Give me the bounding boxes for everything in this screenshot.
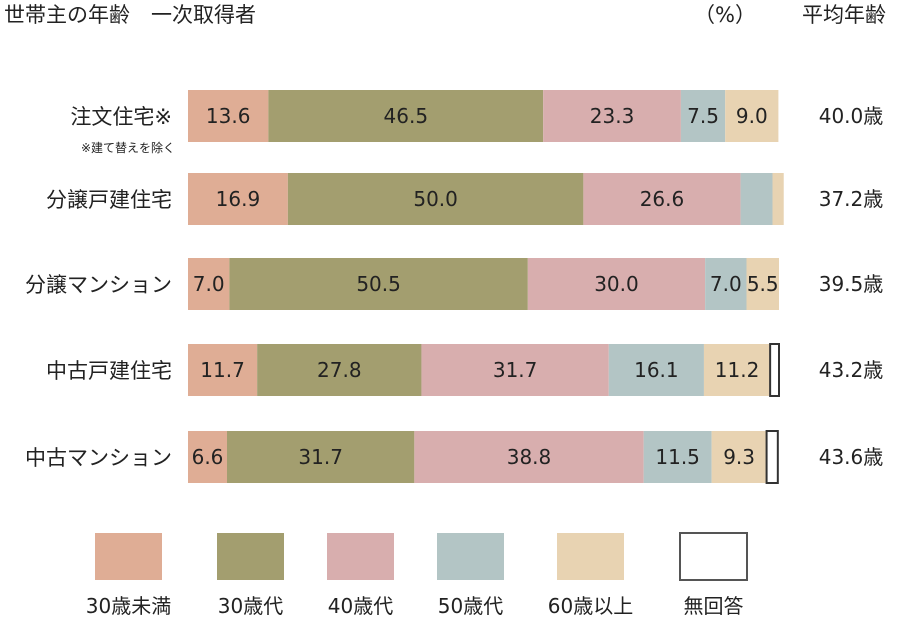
- bar-segment: [703, 344, 771, 396]
- bar-segment: [188, 258, 230, 310]
- data-label: 11.7: [200, 358, 245, 382]
- bar-segment: [705, 258, 747, 310]
- bar-segment: [680, 90, 726, 142]
- category-label: 分譲戸建住宅: [46, 188, 172, 212]
- bar-segment: [608, 344, 704, 396]
- bar-segment: [543, 90, 681, 142]
- data-label: 11.2: [715, 358, 760, 382]
- bar-segment: [188, 173, 288, 225]
- data-label: 23.3: [590, 104, 635, 128]
- data-label: 50.5: [356, 272, 401, 296]
- data-label: 30.0: [594, 272, 639, 296]
- data-label: 38.8: [507, 445, 552, 469]
- legend-label: 60歳以上: [548, 594, 633, 618]
- bar-segment: [188, 344, 258, 396]
- bar-segment: [769, 343, 781, 397]
- data-label: 5.5: [747, 272, 779, 296]
- data-label: 11.5: [655, 445, 700, 469]
- legend-label: 無回答: [684, 594, 744, 618]
- data-label: 26.6: [640, 187, 685, 211]
- data-label: 50.0: [413, 187, 458, 211]
- bar-segment: [772, 173, 784, 225]
- legend-label: 50歳代: [438, 594, 503, 618]
- average-age-header: 平均年齢: [802, 3, 886, 27]
- data-label: 46.5: [384, 104, 429, 128]
- data-label: 6.6: [192, 445, 224, 469]
- legend-swatch: [557, 533, 624, 580]
- legend-swatch: [327, 533, 394, 580]
- legend-label: 40歳代: [328, 594, 393, 618]
- legend-swatch: [679, 532, 748, 581]
- legend-swatch: [437, 533, 504, 580]
- data-label: 7.0: [710, 272, 742, 296]
- data-label: 16.1: [634, 358, 679, 382]
- bar-segment: [257, 344, 422, 396]
- category-label: 注文住宅※: [70, 105, 172, 129]
- data-label: 7.5: [687, 104, 719, 128]
- legend-swatch: [95, 533, 162, 580]
- bar-segment: [188, 90, 269, 142]
- category-label: 分譲マンション: [25, 273, 172, 297]
- bar-segment: [583, 173, 741, 225]
- legend-label: 30歳未満: [86, 594, 171, 618]
- average-age-value: 37.2歳: [819, 187, 884, 211]
- bar-segment: [740, 173, 773, 225]
- chart-title: 世帯主の年齢 一次取得者: [4, 3, 256, 27]
- category-note: ※建て替えを除く: [81, 140, 175, 155]
- average-age-value: 39.5歳: [819, 272, 884, 296]
- bar-segment: [765, 430, 779, 484]
- legend-swatch: [217, 533, 284, 580]
- bar-segment: [421, 344, 609, 396]
- data-label: 7.0: [193, 272, 225, 296]
- data-label: 9.0: [736, 104, 768, 128]
- bar-segment: [227, 431, 415, 483]
- data-label: 9.3: [723, 445, 755, 469]
- bar-segment: [527, 258, 706, 310]
- data-label: 27.8: [317, 358, 362, 382]
- data-label: 31.7: [298, 445, 343, 469]
- bar-segment: [268, 90, 544, 142]
- bar-segment: [414, 431, 644, 483]
- bar-segment: [229, 258, 528, 310]
- average-age-value: 43.6歳: [819, 445, 884, 469]
- bars-group: 注文住宅※ ※建て替えを除く 13.6 46.5 23.3 7.5 9.0 40.0歳分譲戸建…: [25, 90, 884, 484]
- category-label: 中古戸建住宅: [46, 359, 172, 383]
- data-label: 16.9: [216, 187, 261, 211]
- bar-segment: [188, 431, 228, 483]
- average-age-value: 43.2歳: [819, 358, 884, 382]
- bar-segment: [711, 431, 767, 483]
- bar-segment: [725, 90, 779, 142]
- data-label: 13.6: [206, 104, 251, 128]
- category-label: 中古マンション: [25, 446, 172, 470]
- bar-segment: [746, 258, 779, 310]
- average-age-value: 40.0歳: [819, 104, 884, 128]
- unit-label: （%）: [694, 3, 756, 27]
- bar-segment: [287, 173, 584, 225]
- legend-label: 30歳代: [218, 594, 283, 618]
- data-label: 31.7: [493, 358, 538, 382]
- bar-segment: [643, 431, 712, 483]
- legend: 30歳未満 30歳代 40歳代 50歳代 60歳以上 無回答: [86, 532, 748, 618]
